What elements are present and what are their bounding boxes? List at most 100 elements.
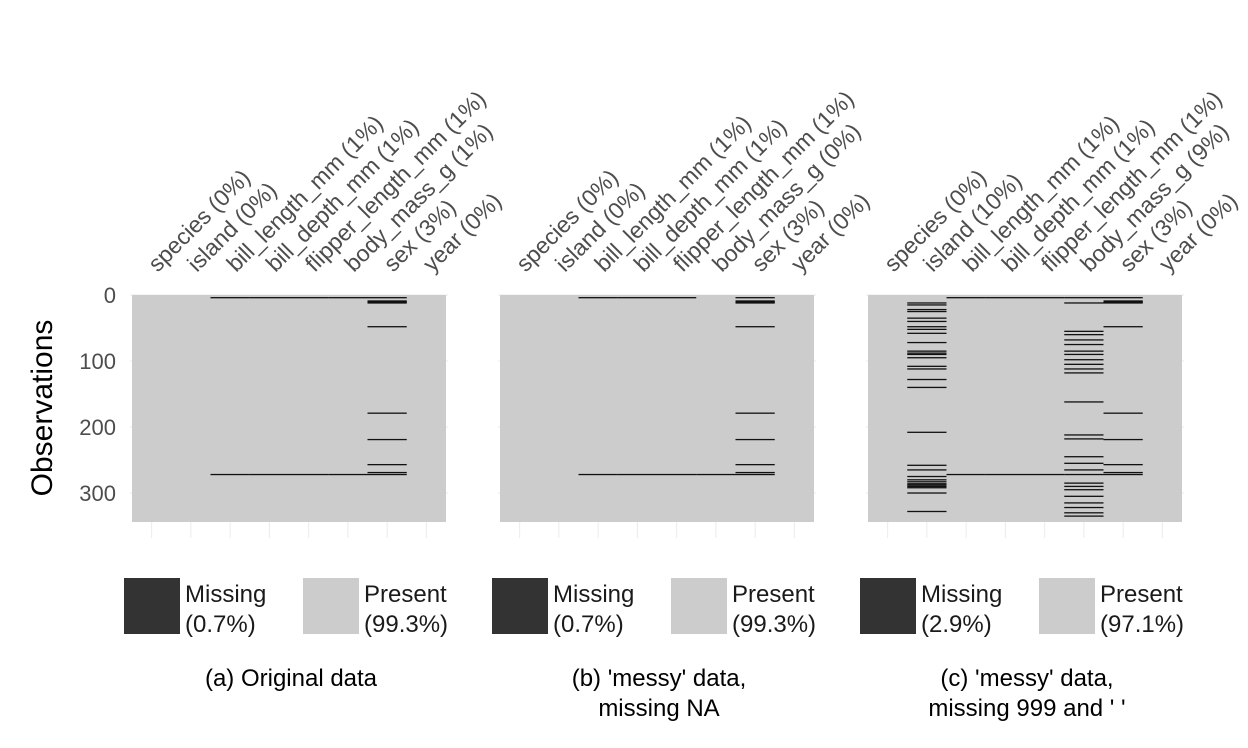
missing-mark bbox=[617, 473, 657, 476]
missing-mark bbox=[367, 297, 407, 299]
missing-mark bbox=[907, 353, 947, 356]
missing-mark bbox=[1064, 502, 1104, 504]
missing-mark bbox=[907, 365, 947, 367]
missing-mark bbox=[1064, 482, 1104, 484]
missing-mark bbox=[735, 301, 775, 303]
missing-mark bbox=[1064, 473, 1104, 476]
missing-mark bbox=[367, 471, 407, 474]
legend-swatch-missing bbox=[124, 578, 180, 634]
missing-mark bbox=[1103, 412, 1143, 414]
missing-mark bbox=[1064, 363, 1104, 365]
missing-mark bbox=[735, 300, 775, 302]
missing-mark bbox=[328, 297, 368, 299]
missing-mark bbox=[735, 297, 775, 299]
missing-mark bbox=[735, 438, 775, 441]
missing-mark bbox=[367, 463, 407, 466]
present-area bbox=[132, 295, 446, 522]
missing-mark bbox=[735, 302, 775, 304]
missing-mark bbox=[1103, 300, 1143, 303]
missing-mark bbox=[907, 328, 947, 331]
missing-mark bbox=[1103, 438, 1143, 441]
missing-mark bbox=[907, 469, 947, 471]
missing-mark bbox=[907, 320, 947, 323]
legend-percent-present: (99.3%) bbox=[364, 611, 448, 638]
missing-mark bbox=[1064, 512, 1104, 514]
panel-caption-line2: missing 999 and ' ' bbox=[928, 695, 1125, 722]
panel-caption: (a) Original data bbox=[205, 665, 378, 692]
missing-mark bbox=[907, 317, 947, 319]
missing-mark bbox=[907, 431, 947, 433]
missing-mark bbox=[367, 301, 407, 303]
missing-mark bbox=[1064, 353, 1104, 356]
missing-mark bbox=[1064, 359, 1104, 361]
missing-mark bbox=[1064, 339, 1104, 341]
missing-mark bbox=[1064, 456, 1104, 458]
missing-mark bbox=[907, 357, 947, 359]
y-tick-label: 200 bbox=[79, 415, 116, 440]
missing-mark bbox=[907, 350, 947, 352]
legend-swatch-present bbox=[303, 578, 359, 634]
missing-mark bbox=[946, 297, 986, 299]
missing-mark bbox=[1064, 297, 1104, 299]
legend-label-missing: Missing bbox=[185, 581, 266, 608]
legend-swatch-missing bbox=[860, 578, 916, 634]
legend-swatch-present bbox=[1039, 578, 1095, 634]
missing-mark bbox=[1103, 473, 1143, 476]
present-area bbox=[500, 295, 814, 522]
missing-mark bbox=[1025, 473, 1065, 476]
legend-percent-missing: (0.7%) bbox=[185, 611, 256, 638]
y-tick-label: 300 bbox=[79, 481, 116, 506]
missing-mark bbox=[1064, 515, 1104, 517]
panel-caption: (c) 'messy' data, bbox=[940, 665, 1113, 692]
missing-mark bbox=[1064, 372, 1104, 374]
missing-mark bbox=[617, 297, 657, 299]
legend: Missing (2.9%) Present (97.1%) bbox=[860, 578, 1184, 638]
missing-mark bbox=[907, 487, 947, 489]
missing-mark bbox=[1064, 438, 1104, 440]
missing-mark bbox=[289, 473, 329, 476]
missing-mark bbox=[907, 386, 947, 389]
missing-mark bbox=[1064, 343, 1104, 346]
legend: Missing (0.7%) Present (99.3%) bbox=[492, 578, 816, 638]
missing-mark bbox=[907, 510, 947, 513]
panel-2: species (0%)island (0%)bill_length_mm (1… bbox=[492, 85, 874, 722]
missing-mark bbox=[1103, 326, 1143, 328]
missing-mark bbox=[985, 473, 1025, 476]
missing-mark bbox=[735, 471, 775, 474]
missing-mark bbox=[946, 473, 986, 476]
missing-mark bbox=[735, 412, 775, 414]
missing-mark bbox=[907, 464, 947, 466]
missing-mark bbox=[249, 473, 289, 476]
missing-mark bbox=[1103, 471, 1143, 474]
missing-mark bbox=[735, 300, 775, 303]
missing-mark bbox=[907, 341, 947, 344]
legend-label-missing: Missing bbox=[553, 581, 634, 608]
missing-mark bbox=[907, 368, 947, 370]
missing-mark bbox=[1064, 333, 1104, 336]
legend-percent-present: (99.3%) bbox=[732, 611, 816, 638]
missing-mark bbox=[907, 332, 947, 334]
missing-mark bbox=[907, 326, 947, 328]
missing-mark bbox=[1064, 506, 1104, 509]
missing-mark bbox=[1103, 300, 1143, 302]
missing-mark bbox=[289, 297, 329, 299]
missing-mark bbox=[578, 473, 618, 476]
missing-mark bbox=[367, 438, 407, 441]
legend-label-missing: Missing bbox=[921, 581, 1002, 608]
y-tick-label: 0 bbox=[104, 283, 116, 308]
missing-mark bbox=[907, 492, 947, 494]
missing-mark bbox=[907, 302, 947, 304]
missing-mark bbox=[1103, 302, 1143, 304]
missing-mark bbox=[696, 473, 736, 476]
missing-mark bbox=[210, 473, 250, 476]
missing-mark bbox=[907, 475, 947, 478]
missing-mark bbox=[367, 412, 407, 414]
panel-3: species (0%)island (10%)bill_length_mm (… bbox=[860, 85, 1242, 722]
legend-percent-missing: (0.7%) bbox=[553, 611, 624, 638]
missing-mark bbox=[367, 300, 407, 303]
missing-mark bbox=[1064, 368, 1104, 370]
legend-percent-missing: (2.9%) bbox=[921, 611, 992, 638]
missing-mark bbox=[1064, 489, 1104, 491]
missing-mark bbox=[1064, 302, 1104, 304]
